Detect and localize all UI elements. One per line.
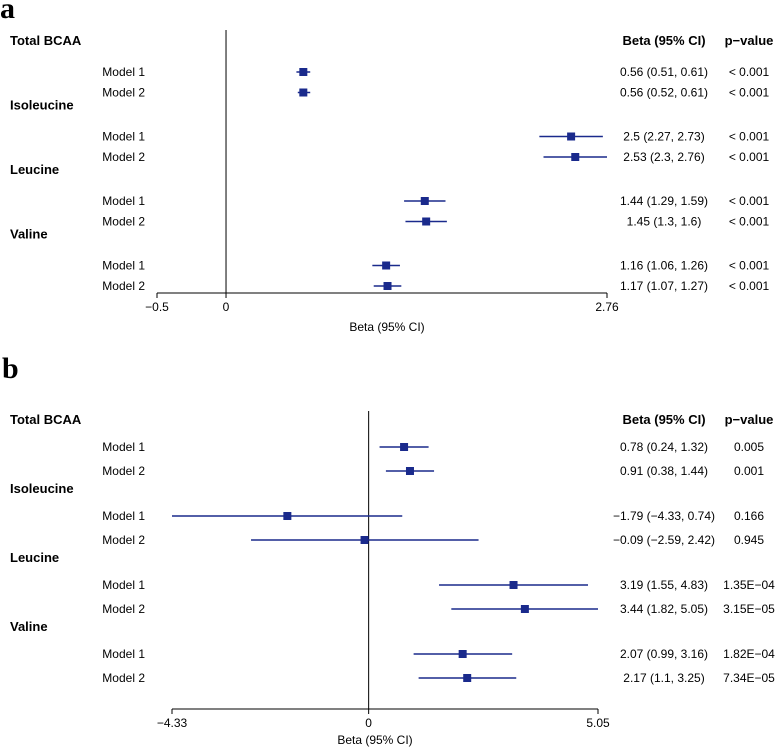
panel-label-b: b [2,352,19,385]
beta-ci-text: 0.78 (0.24, 1.32) [620,440,708,454]
forest-plot-a: Beta (95% CI) p−value Total BCAA Model 1 0.5… [10,30,774,334]
beta-ci-text: 1.16 (1.06, 1.26) [620,259,708,273]
beta-ci-text: 2.53 (2.3, 2.76) [623,150,704,164]
point-estimate [299,88,308,97]
point-estimate [405,467,414,475]
p-value-text: 0.001 [734,464,764,478]
model-label: Model 2 [102,215,145,229]
beta-ci-text: 2.5 (2.27, 2.73) [623,130,704,144]
model-label: Model 2 [102,150,145,164]
beta-ci-text: 0.56 (0.52, 0.61) [620,86,708,100]
group-label: Valine [10,619,48,634]
panel-label-a: a [0,0,15,25]
p-value-text: < 0.001 [729,150,770,164]
point-estimate [463,674,472,682]
group-label: Total BCAA [10,33,82,48]
model-label: Model 2 [102,602,145,616]
model-label: Model 1 [102,440,145,454]
point-estimate [283,512,292,520]
p-value-text: < 0.001 [729,194,770,208]
beta-column-header: Beta (95% CI) [622,33,705,48]
p-value-text: 1.35E−04 [723,578,775,592]
beta-column-header: Beta (95% CI) [622,412,705,427]
beta-ci-text: 3.44 (1.82, 5.05) [620,602,708,616]
x-tick-label: 0 [223,300,230,314]
p-value-text: < 0.001 [729,259,770,273]
x-tick-label: 0 [365,716,372,730]
group-label: Leucine [10,162,59,177]
point-estimate [383,282,392,290]
p-value-text: 0.945 [734,533,764,547]
forest-plot-b: Beta (95% CI) p−value Total BCAA Model 1 0.7… [10,411,775,747]
x-axis-label: Beta (95% CI) [337,733,412,747]
model-label: Model 1 [102,578,145,592]
group-label: Leucine [10,550,59,565]
point-estimate [382,261,391,270]
p-value-text: < 0.001 [729,130,770,144]
model-label: Model 1 [102,65,145,79]
p-value-column-header: p−value [725,412,774,427]
p-value-text: < 0.001 [729,279,770,293]
x-tick-label: 2.76 [595,300,619,314]
point-estimate [509,581,518,589]
beta-ci-text: 0.56 (0.51, 0.61) [620,65,708,79]
beta-ci-text: 0.91 (0.38, 1.44) [620,464,708,478]
beta-ci-text: −1.79 (−4.33, 0.74) [613,509,715,523]
beta-ci-text: −0.09 (−2.59, 2.42) [613,533,715,547]
model-label: Model 2 [102,671,145,685]
x-axis-label: Beta (95% CI) [349,320,424,334]
group-label: Total BCAA [10,412,82,427]
point-estimate [360,536,369,544]
model-label: Model 1 [102,130,145,144]
beta-ci-text: 1.17 (1.07, 1.27) [620,279,708,293]
group-label: Valine [10,227,48,242]
model-label: Model 2 [102,533,145,547]
point-estimate [400,443,409,451]
point-estimate [520,605,529,613]
point-estimate [458,650,467,658]
model-label: Model 1 [102,509,145,523]
model-label: Model 2 [102,279,145,293]
model-label: Model 1 [102,194,145,208]
model-label: Model 1 [102,647,145,661]
x-tick-label: 5.05 [586,716,610,730]
p-value-text: 3.15E−05 [723,602,775,616]
p-value-text: < 0.001 [729,86,770,100]
p-value-text: < 0.001 [729,65,770,79]
model-label: Model 2 [102,464,145,478]
p-value-text: < 0.001 [729,215,770,229]
p-value-column-header: p−value [725,33,774,48]
beta-ci-text: 2.07 (0.99, 3.16) [620,647,708,661]
p-value-text: 1.82E−04 [723,647,775,661]
model-label: Model 2 [102,86,145,100]
beta-ci-text: 1.44 (1.29, 1.59) [620,194,708,208]
p-value-text: 0.005 [734,440,764,454]
point-estimate [567,132,576,141]
group-label: Isoleucine [10,98,74,113]
p-value-text: 0.166 [734,509,764,523]
beta-ci-text: 1.45 (1.3, 1.6) [627,215,702,229]
model-label: Model 1 [102,259,145,273]
p-value-text: 7.34E−05 [723,671,775,685]
beta-ci-text: 2.17 (1.1, 3.25) [623,671,704,685]
beta-ci-text: 3.19 (1.55, 4.83) [620,578,708,592]
point-estimate [422,217,431,226]
x-tick-label: −0.5 [145,300,169,314]
point-estimate [571,153,580,161]
point-estimate [420,197,429,205]
group-label: Isoleucine [10,481,74,496]
x-tick-label: −4.33 [157,716,188,730]
point-estimate [299,68,308,76]
